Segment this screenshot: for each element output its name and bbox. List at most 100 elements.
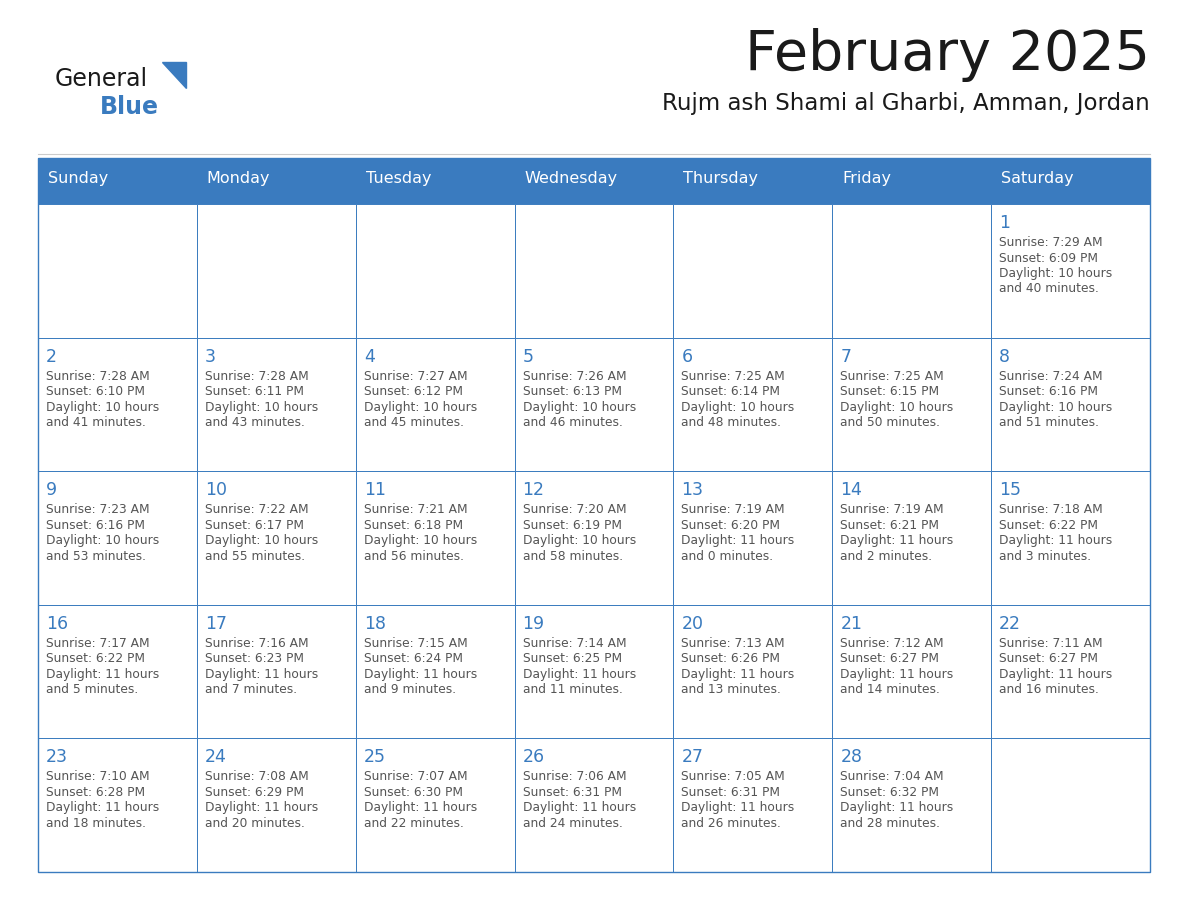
Bar — [355, 158, 514, 204]
Text: Daylight: 10 hours: Daylight: 10 hours — [364, 400, 476, 414]
Text: and 18 minutes.: and 18 minutes. — [46, 817, 146, 830]
Text: Sunset: 6:22 PM: Sunset: 6:22 PM — [46, 653, 145, 666]
Text: and 2 minutes.: and 2 minutes. — [840, 550, 933, 563]
Bar — [833, 204, 991, 338]
Text: 19: 19 — [523, 615, 544, 633]
Text: Sunrise: 7:18 AM: Sunrise: 7:18 AM — [999, 503, 1102, 516]
Bar — [833, 738, 991, 872]
Text: 24: 24 — [204, 748, 227, 767]
Text: Sunrise: 7:25 AM: Sunrise: 7:25 AM — [840, 370, 944, 383]
Text: 5: 5 — [523, 348, 533, 365]
Text: Daylight: 11 hours: Daylight: 11 hours — [204, 801, 318, 814]
Text: Daylight: 10 hours: Daylight: 10 hours — [682, 400, 795, 414]
Text: Daylight: 11 hours: Daylight: 11 hours — [840, 801, 954, 814]
Text: Daylight: 10 hours: Daylight: 10 hours — [523, 400, 636, 414]
Text: and 26 minutes.: and 26 minutes. — [682, 817, 782, 830]
Text: Daylight: 11 hours: Daylight: 11 hours — [682, 534, 795, 547]
Text: 26: 26 — [523, 748, 544, 767]
Bar — [833, 471, 991, 605]
Text: Sunrise: 7:05 AM: Sunrise: 7:05 AM — [682, 770, 785, 783]
Text: 4: 4 — [364, 348, 374, 365]
Text: and 11 minutes.: and 11 minutes. — [523, 683, 623, 696]
Text: 3: 3 — [204, 348, 216, 365]
Bar — [991, 605, 1150, 738]
Bar — [514, 605, 674, 738]
Text: 20: 20 — [682, 615, 703, 633]
Text: Rujm ash Shami al Gharbi, Amman, Jordan: Rujm ash Shami al Gharbi, Amman, Jordan — [662, 92, 1150, 115]
Text: Sunset: 6:32 PM: Sunset: 6:32 PM — [840, 786, 940, 799]
Text: Sunrise: 7:27 AM: Sunrise: 7:27 AM — [364, 370, 467, 383]
Text: Monday: Monday — [207, 172, 271, 186]
Text: Daylight: 10 hours: Daylight: 10 hours — [999, 267, 1112, 280]
Text: 21: 21 — [840, 615, 862, 633]
Text: and 45 minutes.: and 45 minutes. — [364, 416, 463, 429]
Bar — [38, 471, 197, 605]
Text: 10: 10 — [204, 481, 227, 499]
Text: 7: 7 — [840, 348, 852, 365]
Text: Sunday: Sunday — [48, 172, 108, 186]
Text: Sunset: 6:14 PM: Sunset: 6:14 PM — [682, 385, 781, 398]
Text: 18: 18 — [364, 615, 386, 633]
Text: Daylight: 11 hours: Daylight: 11 hours — [204, 667, 318, 681]
Text: Sunset: 6:25 PM: Sunset: 6:25 PM — [523, 653, 621, 666]
Text: Daylight: 11 hours: Daylight: 11 hours — [523, 801, 636, 814]
Text: and 14 minutes.: and 14 minutes. — [840, 683, 940, 696]
Text: and 53 minutes.: and 53 minutes. — [46, 550, 146, 563]
Text: Sunrise: 7:28 AM: Sunrise: 7:28 AM — [46, 370, 150, 383]
Text: Sunrise: 7:13 AM: Sunrise: 7:13 AM — [682, 637, 785, 650]
Text: Daylight: 11 hours: Daylight: 11 hours — [840, 534, 954, 547]
Text: Daylight: 10 hours: Daylight: 10 hours — [46, 534, 159, 547]
Bar — [355, 338, 514, 471]
Text: Sunrise: 7:28 AM: Sunrise: 7:28 AM — [204, 370, 309, 383]
Text: and 55 minutes.: and 55 minutes. — [204, 550, 305, 563]
Text: Daylight: 11 hours: Daylight: 11 hours — [46, 667, 159, 681]
Text: Sunrise: 7:26 AM: Sunrise: 7:26 AM — [523, 370, 626, 383]
Text: Daylight: 11 hours: Daylight: 11 hours — [364, 801, 476, 814]
Text: 28: 28 — [840, 748, 862, 767]
Text: Daylight: 10 hours: Daylight: 10 hours — [46, 400, 159, 414]
Text: 15: 15 — [999, 481, 1022, 499]
Text: 8: 8 — [999, 348, 1010, 365]
Bar — [991, 338, 1150, 471]
Text: Daylight: 11 hours: Daylight: 11 hours — [46, 801, 159, 814]
Text: Sunrise: 7:24 AM: Sunrise: 7:24 AM — [999, 370, 1102, 383]
Text: and 51 minutes.: and 51 minutes. — [999, 416, 1099, 429]
Text: Sunset: 6:31 PM: Sunset: 6:31 PM — [523, 786, 621, 799]
Text: Tuesday: Tuesday — [366, 172, 431, 186]
Text: Sunrise: 7:14 AM: Sunrise: 7:14 AM — [523, 637, 626, 650]
Bar — [991, 738, 1150, 872]
Text: and 43 minutes.: and 43 minutes. — [204, 416, 305, 429]
Bar — [38, 158, 1150, 872]
Text: Sunrise: 7:25 AM: Sunrise: 7:25 AM — [682, 370, 785, 383]
Bar — [514, 471, 674, 605]
Bar — [833, 338, 991, 471]
Text: Sunset: 6:17 PM: Sunset: 6:17 PM — [204, 519, 304, 532]
Text: 16: 16 — [46, 615, 68, 633]
Bar — [674, 204, 833, 338]
Text: 25: 25 — [364, 748, 386, 767]
Text: Daylight: 10 hours: Daylight: 10 hours — [204, 534, 318, 547]
Text: Sunrise: 7:29 AM: Sunrise: 7:29 AM — [999, 236, 1102, 249]
Text: Sunrise: 7:22 AM: Sunrise: 7:22 AM — [204, 503, 309, 516]
Text: Sunset: 6:15 PM: Sunset: 6:15 PM — [840, 385, 940, 398]
Text: Sunset: 6:10 PM: Sunset: 6:10 PM — [46, 385, 145, 398]
Text: Sunset: 6:30 PM: Sunset: 6:30 PM — [364, 786, 462, 799]
Text: Sunrise: 7:23 AM: Sunrise: 7:23 AM — [46, 503, 150, 516]
Text: Sunrise: 7:08 AM: Sunrise: 7:08 AM — [204, 770, 309, 783]
Text: General: General — [55, 67, 148, 91]
Text: Daylight: 11 hours: Daylight: 11 hours — [999, 667, 1112, 681]
Bar — [355, 471, 514, 605]
Bar — [674, 605, 833, 738]
Bar — [991, 471, 1150, 605]
Text: and 50 minutes.: and 50 minutes. — [840, 416, 940, 429]
Text: Sunset: 6:18 PM: Sunset: 6:18 PM — [364, 519, 463, 532]
Bar — [38, 204, 197, 338]
Text: Daylight: 10 hours: Daylight: 10 hours — [204, 400, 318, 414]
Text: 14: 14 — [840, 481, 862, 499]
Bar — [514, 338, 674, 471]
Text: Sunrise: 7:12 AM: Sunrise: 7:12 AM — [840, 637, 944, 650]
Text: Daylight: 11 hours: Daylight: 11 hours — [682, 667, 795, 681]
Text: Sunset: 6:31 PM: Sunset: 6:31 PM — [682, 786, 781, 799]
Text: and 16 minutes.: and 16 minutes. — [999, 683, 1099, 696]
Text: Sunrise: 7:06 AM: Sunrise: 7:06 AM — [523, 770, 626, 783]
